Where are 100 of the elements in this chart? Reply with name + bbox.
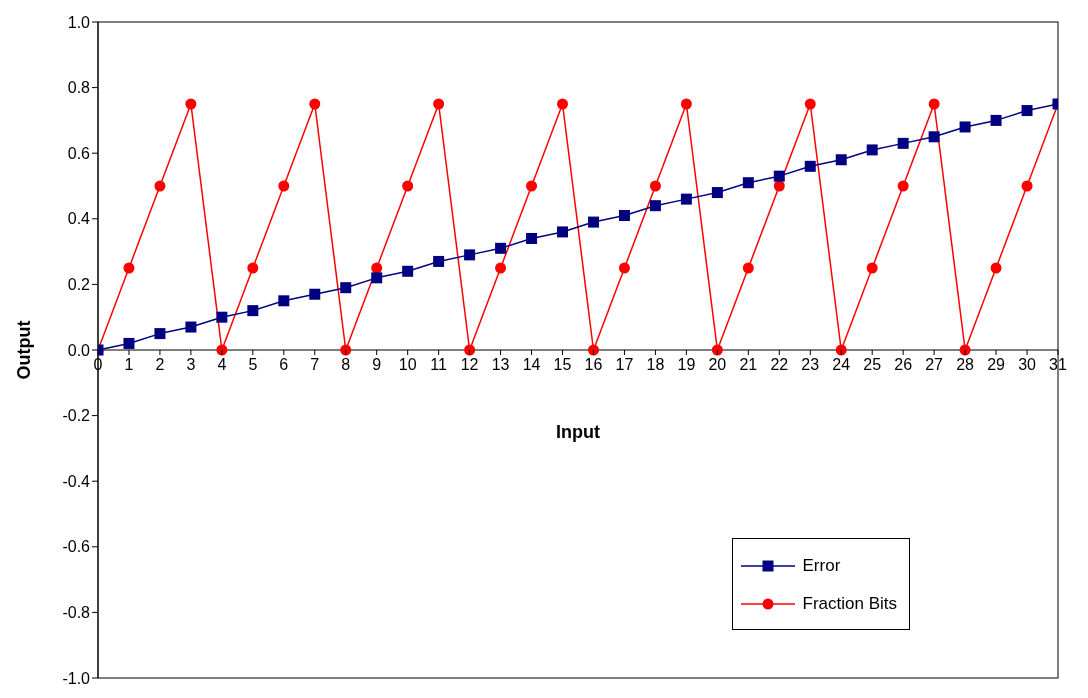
point bbox=[309, 98, 321, 110]
point bbox=[897, 180, 909, 192]
point bbox=[123, 337, 135, 349]
point bbox=[495, 242, 507, 254]
point bbox=[649, 200, 661, 212]
x-tick-label: 10 bbox=[398, 356, 417, 373]
point bbox=[464, 249, 476, 261]
y-tick-label: 0.0 bbox=[67, 341, 91, 359]
x-tick-label: 25 bbox=[863, 356, 882, 373]
y-tick-label: 0.4 bbox=[67, 210, 91, 228]
point bbox=[1021, 180, 1033, 192]
point bbox=[123, 262, 135, 274]
point bbox=[526, 180, 538, 192]
x-axis-title: Input bbox=[556, 422, 600, 442]
x-tick-label: 16 bbox=[584, 356, 603, 373]
point bbox=[557, 226, 569, 238]
point bbox=[835, 154, 847, 166]
x-tick-label: 17 bbox=[615, 356, 634, 373]
point bbox=[773, 170, 785, 182]
point bbox=[185, 98, 197, 110]
x-tick-label: 27 bbox=[925, 356, 944, 373]
point bbox=[402, 180, 414, 192]
x-tick-label: 30 bbox=[1018, 356, 1037, 373]
point bbox=[464, 344, 476, 356]
point bbox=[866, 262, 878, 274]
point bbox=[433, 255, 445, 267]
point bbox=[928, 131, 940, 143]
point bbox=[804, 160, 816, 172]
point bbox=[990, 114, 1002, 126]
point bbox=[495, 262, 507, 274]
point bbox=[247, 305, 259, 317]
point bbox=[154, 180, 166, 192]
x-tick-label: 5 bbox=[248, 356, 258, 373]
y-axis-title: Output bbox=[14, 320, 34, 380]
point bbox=[711, 344, 723, 356]
point bbox=[340, 282, 352, 294]
x-tick-label: 15 bbox=[553, 356, 572, 373]
x-tick-label: 18 bbox=[646, 356, 665, 373]
point bbox=[990, 262, 1002, 274]
point bbox=[742, 177, 754, 189]
x-tick-label: 21 bbox=[739, 356, 758, 373]
y-tick-label: 0.6 bbox=[67, 144, 91, 162]
y-tick-label: 0.8 bbox=[67, 79, 91, 97]
point bbox=[340, 344, 352, 356]
point bbox=[897, 137, 909, 149]
x-tick-label: 7 bbox=[310, 356, 320, 373]
y-tick-label: -0.6 bbox=[62, 538, 91, 556]
x-tick-label: 1 bbox=[124, 356, 134, 373]
x-tick-label: 3 bbox=[186, 356, 196, 373]
point bbox=[649, 180, 661, 192]
x-tick-label: 23 bbox=[801, 356, 820, 373]
x-tick-label: 24 bbox=[832, 356, 851, 373]
point bbox=[154, 328, 166, 340]
x-tick-label: 26 bbox=[894, 356, 913, 373]
x-tick-label: 9 bbox=[372, 356, 382, 373]
legend-label: Fraction Bits bbox=[802, 594, 897, 614]
legend-label: Error bbox=[802, 556, 841, 576]
x-tick-label: 28 bbox=[956, 356, 975, 373]
x-tick-label: 31 bbox=[1049, 356, 1067, 373]
point bbox=[526, 232, 538, 244]
x-tick-label: 11 bbox=[430, 356, 448, 373]
point bbox=[835, 344, 847, 356]
y-tick-label: 1.0 bbox=[67, 13, 91, 31]
point bbox=[742, 262, 754, 274]
y-tick-label: -0.2 bbox=[62, 407, 91, 425]
x-tick-label: 8 bbox=[341, 356, 351, 373]
x-tick-label: 29 bbox=[987, 356, 1006, 373]
point bbox=[959, 121, 971, 133]
x-tick-label: 4 bbox=[217, 356, 227, 373]
point bbox=[680, 193, 692, 205]
point bbox=[680, 98, 692, 110]
point bbox=[866, 144, 878, 156]
x-tick-label: 13 bbox=[491, 356, 510, 373]
y-tick-label: -0.4 bbox=[62, 472, 91, 490]
point bbox=[587, 216, 599, 228]
point bbox=[711, 187, 723, 199]
point bbox=[433, 98, 445, 110]
point bbox=[618, 210, 630, 222]
point bbox=[1021, 105, 1033, 117]
point bbox=[247, 262, 259, 274]
x-tick-label: 2 bbox=[155, 356, 165, 373]
x-tick-label: 14 bbox=[522, 356, 541, 373]
x-tick-label: 6 bbox=[279, 356, 289, 373]
x-tick-label: 20 bbox=[708, 356, 727, 373]
point bbox=[309, 288, 321, 300]
y-tick-label: -1.0 bbox=[62, 669, 91, 687]
x-tick-label: 19 bbox=[677, 356, 696, 373]
point bbox=[216, 311, 228, 323]
y-tick-label: -0.8 bbox=[62, 604, 91, 622]
point bbox=[618, 262, 630, 274]
point bbox=[185, 321, 197, 333]
x-tick-label: 12 bbox=[460, 356, 479, 373]
point bbox=[587, 344, 599, 356]
point bbox=[928, 98, 940, 110]
point bbox=[278, 295, 290, 307]
point bbox=[557, 98, 569, 110]
point bbox=[804, 98, 816, 110]
point bbox=[402, 265, 414, 277]
x-tick-label: 22 bbox=[770, 356, 789, 373]
y-tick-label: 0.2 bbox=[67, 276, 91, 294]
